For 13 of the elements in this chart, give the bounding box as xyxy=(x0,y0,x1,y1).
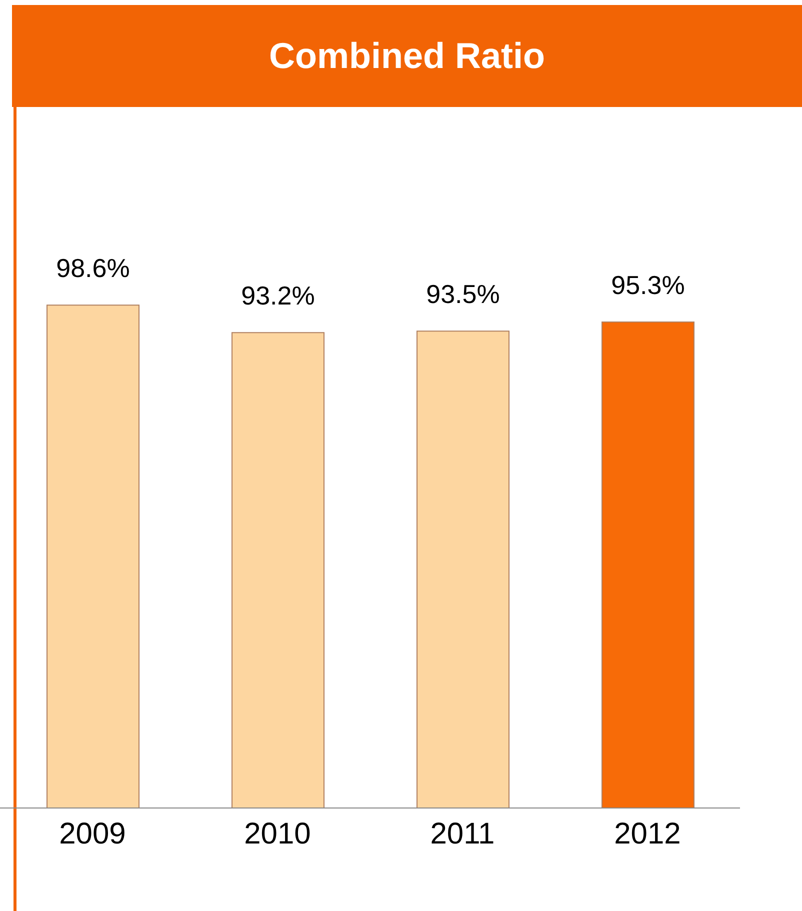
bar xyxy=(232,332,324,808)
data-label: 95.3% xyxy=(611,270,685,300)
x-tick-label: 2011 xyxy=(430,817,495,850)
bar xyxy=(602,321,694,808)
x-tick-label: 2009 xyxy=(59,817,126,850)
chart-title: Combined Ratio xyxy=(12,5,802,107)
bar xyxy=(416,330,510,808)
x-tick-label: 2012 xyxy=(614,817,681,850)
data-label: 98.6% xyxy=(56,253,130,284)
x-tick-label: 2010 xyxy=(244,817,311,850)
data-label: 93.5% xyxy=(426,279,500,310)
data-label: 93.2% xyxy=(241,280,315,311)
bar xyxy=(46,304,140,808)
